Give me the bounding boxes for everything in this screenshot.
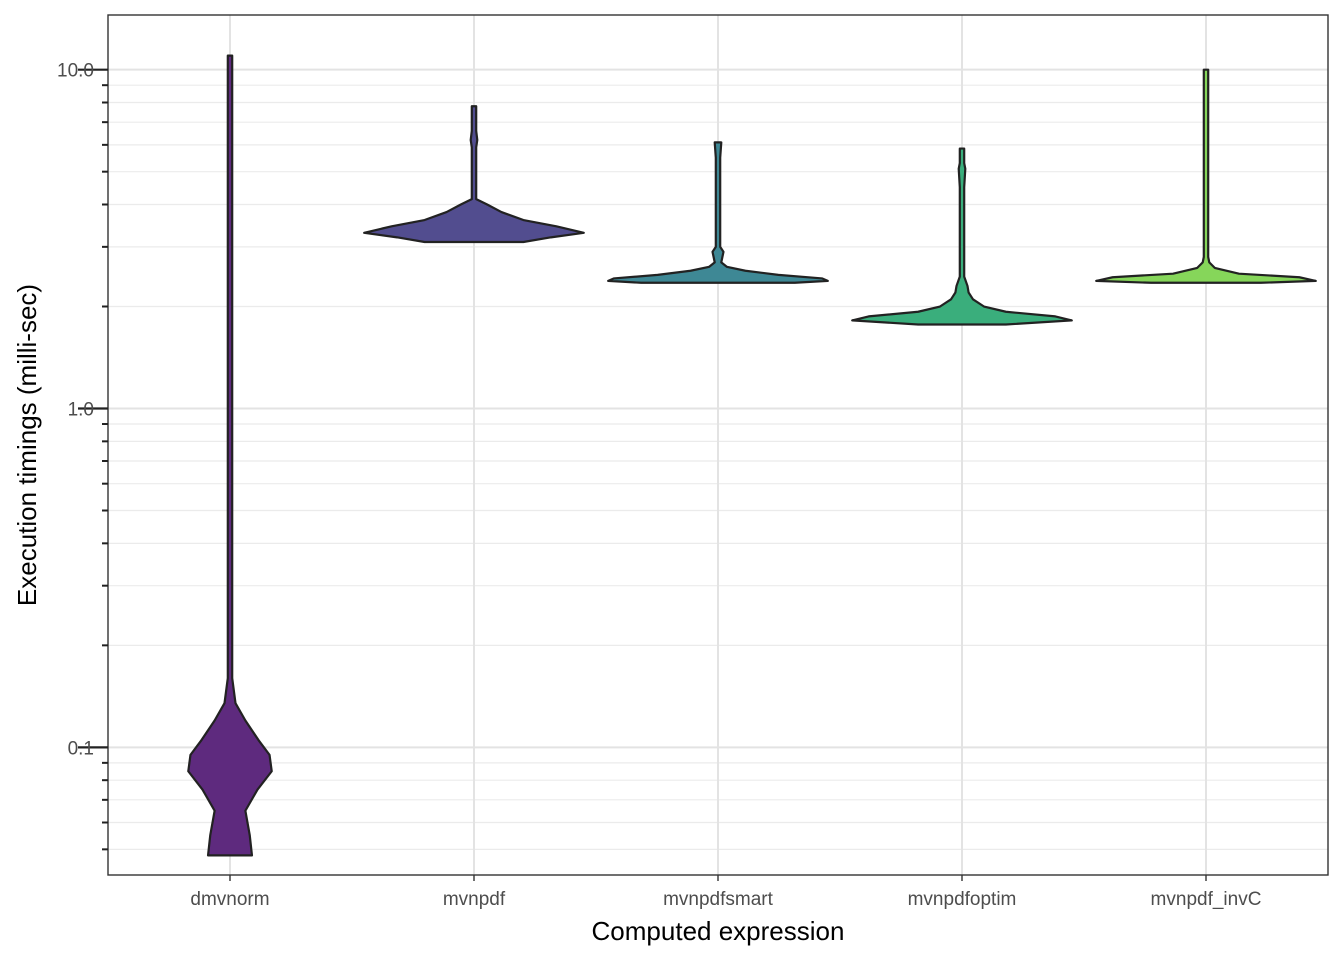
y-tick-label: 10.0 xyxy=(57,61,94,82)
x-tick-label: dmvnorm xyxy=(190,889,269,910)
violin-mvnpdfoptim xyxy=(851,147,1073,326)
violin-mvnpdf_invC xyxy=(1095,68,1317,284)
violin-dmvnorm xyxy=(187,54,273,857)
violin-mvnpdfsmart xyxy=(607,141,829,284)
violin-mvnpdf xyxy=(363,105,585,244)
violins xyxy=(187,54,1317,857)
x-axis-title: Computed expression xyxy=(592,916,845,946)
y-axis-title: Execution timings (milli-sec) xyxy=(12,284,42,606)
x-axis: dmvnorm mvnpdf mvnpdfsmart mvnpdfoptim mvnpd… xyxy=(190,875,1261,910)
x-tick-label: mvnpdf_invC xyxy=(1151,889,1262,910)
x-tick-label: mvnpdf xyxy=(443,889,506,910)
x-tick-label: mvnpdfoptim xyxy=(908,889,1017,910)
y-tick-label: 1.0 xyxy=(68,400,94,421)
y-axis: 0.1 1.0 10.0 xyxy=(57,61,108,851)
x-tick-label: mvnpdfsmart xyxy=(663,889,774,910)
y-tick-label: 0.1 xyxy=(68,738,94,759)
